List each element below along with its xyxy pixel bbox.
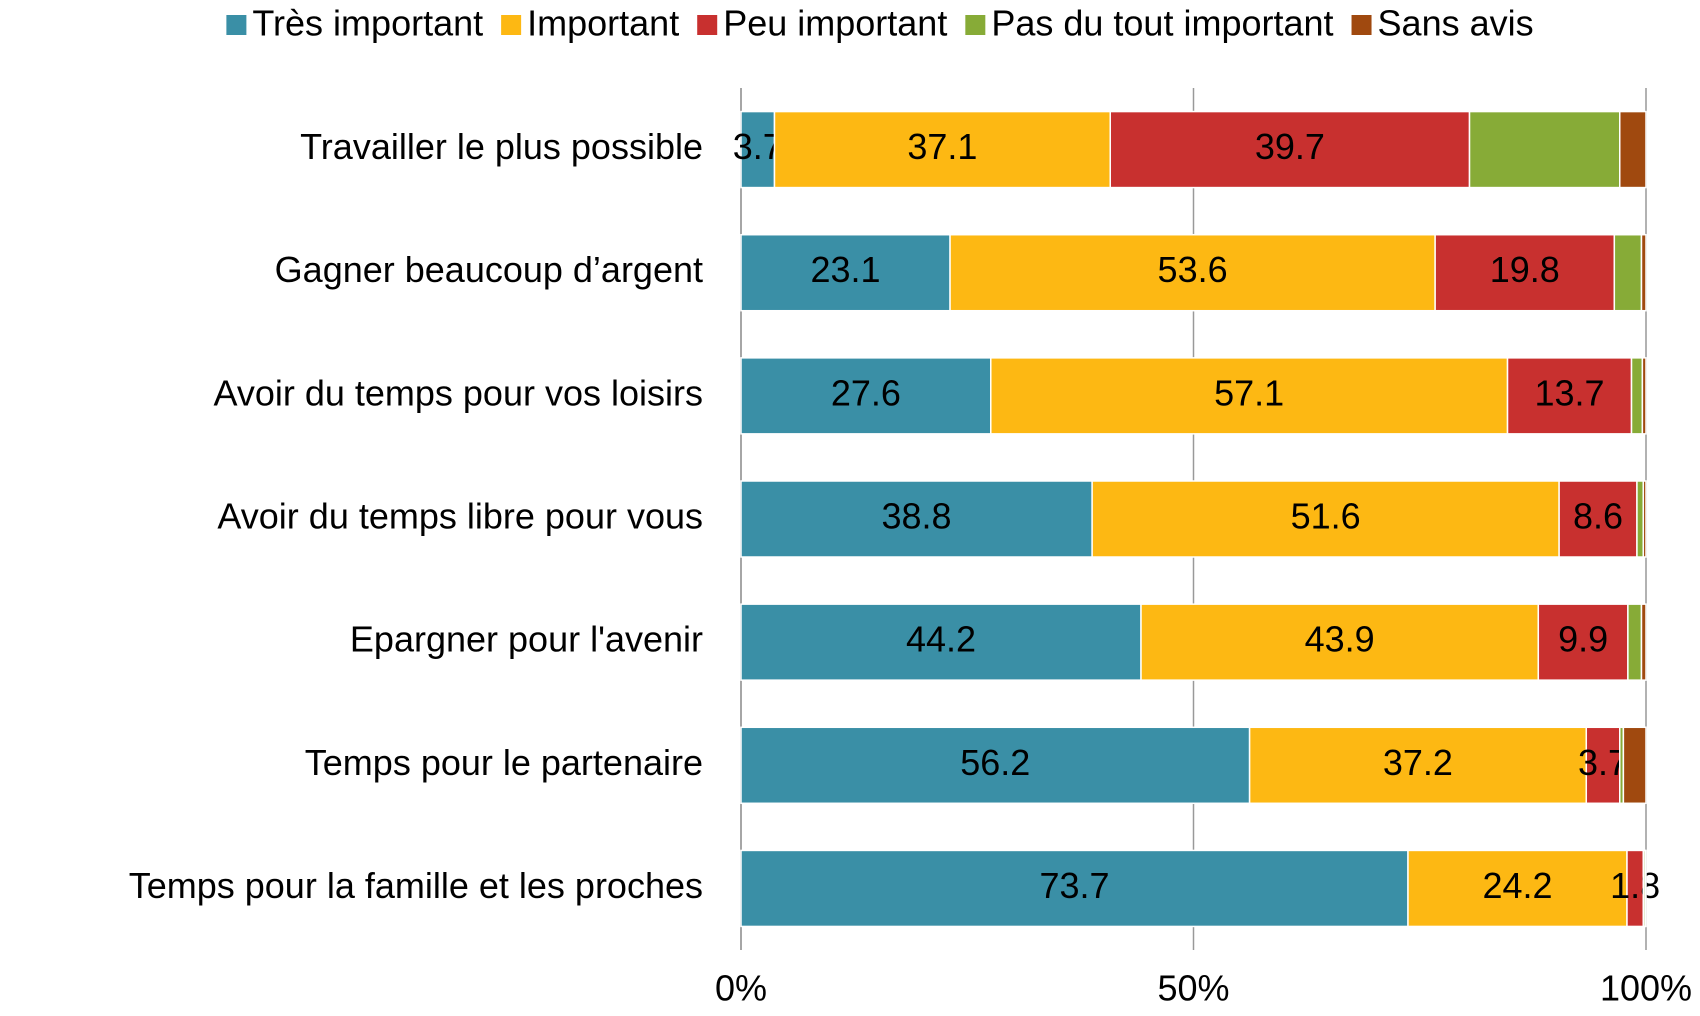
- legend-swatch: [697, 15, 718, 35]
- bar-segment: [1644, 849, 1647, 928]
- x-tick-label: 0%: [715, 968, 767, 1009]
- data-label: 19.8: [1490, 249, 1560, 290]
- y-tick-label: Travailler le plus possible: [300, 126, 703, 167]
- data-label: 37.1: [907, 126, 977, 167]
- y-tick-label: Temps pour la famille et les proches: [129, 865, 703, 906]
- bar-segment: [1619, 110, 1647, 189]
- legend-label: Pas du tout important: [991, 3, 1333, 44]
- data-label: 51.6: [1291, 496, 1361, 537]
- bar-segment: [1585, 726, 1621, 805]
- legend-label: Peu important: [723, 3, 947, 44]
- legend-swatch: [965, 15, 986, 35]
- data-label: 39.7: [1255, 126, 1325, 167]
- y-tick-label: Avoir du temps pour vos loisirs: [213, 372, 703, 413]
- y-tick-label: Avoir du temps libre pour vous: [217, 496, 703, 537]
- bar-segment: [740, 603, 1142, 681]
- data-label: 43.9: [1305, 619, 1375, 660]
- data-label: 1.8: [1610, 865, 1660, 906]
- bar-segment: [1641, 357, 1647, 435]
- y-tick-label: Temps pour le partenaire: [305, 742, 703, 783]
- bar-segment: [1140, 603, 1540, 681]
- bar-segment: [1622, 726, 1647, 805]
- bar-segment: [1630, 357, 1644, 435]
- x-tick-label: 50%: [1157, 968, 1229, 1009]
- bar-segment: [1506, 357, 1633, 435]
- bar-segment: [1627, 603, 1643, 681]
- y-tick-label: Gagner beaucoup d’argent: [275, 249, 703, 290]
- bar-segment: [1640, 233, 1647, 312]
- bar-segment: [740, 233, 951, 312]
- legend-swatch: [226, 15, 247, 35]
- bar-segment: [1468, 110, 1621, 189]
- data-label: 13.7: [1534, 372, 1604, 413]
- legend-swatch: [501, 15, 522, 35]
- data-label: 44.2: [906, 619, 976, 660]
- bar-segment: [1613, 233, 1643, 312]
- bar-segment: [740, 357, 992, 435]
- data-label: 24.2: [1482, 865, 1552, 906]
- legend-swatch: [1351, 15, 1372, 35]
- data-label: 38.8: [882, 496, 952, 537]
- bar-segment: [1434, 233, 1616, 312]
- bar-segment: [990, 357, 1509, 435]
- bar-segment: [1248, 726, 1588, 805]
- bar-segment: [740, 110, 776, 189]
- bar-segment: [1642, 480, 1647, 558]
- data-label: 56.2: [960, 742, 1030, 783]
- bar-segment: [1640, 603, 1647, 681]
- bar-segment: [740, 849, 1409, 928]
- data-label: 27.6: [831, 372, 901, 413]
- data-label: 73.7: [1039, 865, 1109, 906]
- bar-segment: [949, 233, 1436, 312]
- y-tick-label: Epargner pour l'avenir: [350, 619, 703, 660]
- bar-segment: [1407, 849, 1628, 928]
- x-tick-label: 100%: [1600, 968, 1692, 1009]
- data-label: 53.6: [1158, 249, 1228, 290]
- bar-segment: [740, 480, 1093, 558]
- bar-segment: [1558, 480, 1638, 558]
- data-label: 23.1: [810, 249, 880, 290]
- legend-label: Sans avis: [1378, 3, 1534, 44]
- data-label: 8.6: [1573, 496, 1623, 537]
- legend-label: Important: [527, 3, 679, 44]
- data-label: 37.2: [1383, 742, 1453, 783]
- bar-segment: [1091, 480, 1560, 558]
- legend-label: Très important: [252, 3, 483, 44]
- data-label: 57.1: [1214, 372, 1284, 413]
- bar-segment: [1636, 480, 1645, 558]
- data-label: 9.9: [1558, 619, 1608, 660]
